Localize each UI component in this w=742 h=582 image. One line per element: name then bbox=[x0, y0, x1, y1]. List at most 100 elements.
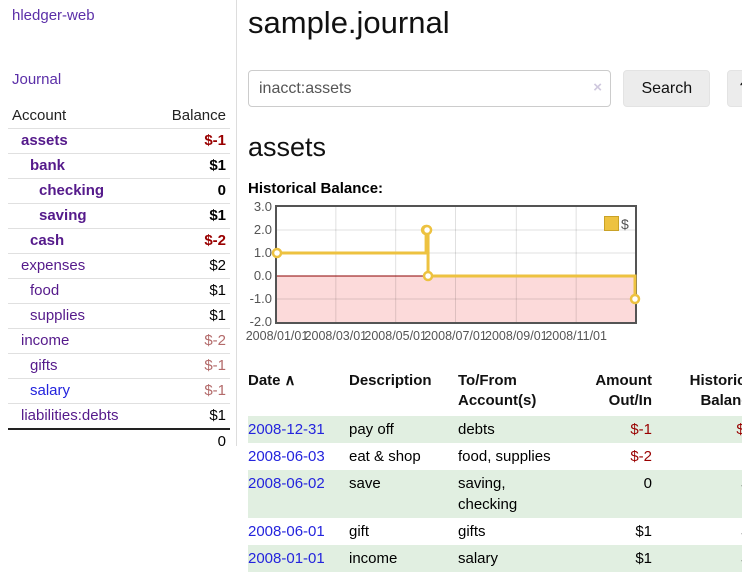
account-balance: $1 bbox=[209, 407, 226, 424]
account-balance: $-1 bbox=[204, 132, 226, 149]
transaction-accounts: salary bbox=[458, 550, 499, 567]
help-button[interactable]: ? bbox=[726, 70, 742, 107]
sort-by-date[interactable]: Date ∧ bbox=[248, 372, 296, 389]
register-table: Date ∧ Description To/From Account(s) Amo… bbox=[248, 365, 742, 572]
account-balance: $-2 bbox=[204, 232, 226, 249]
table-row: liabilities:debts $1 bbox=[8, 403, 230, 429]
transaction-description: gift bbox=[349, 523, 370, 540]
account-balance: $-2 bbox=[204, 332, 226, 349]
account-balance: $1 bbox=[209, 157, 226, 174]
register-row[interactable]: 2008-01-01 income salary $1 $1 bbox=[248, 545, 742, 572]
transaction-description: pay off bbox=[349, 421, 394, 438]
table-row: saving $1 bbox=[8, 203, 230, 229]
transaction-date-link[interactable]: 2008-12-31 bbox=[248, 421, 325, 438]
table-row: assets $-1 bbox=[8, 128, 230, 154]
account-balance: $-1 bbox=[204, 357, 226, 374]
search-button[interactable]: Search bbox=[623, 70, 711, 107]
account-balance: $1 bbox=[209, 282, 226, 299]
account-link-saving[interactable]: saving bbox=[39, 207, 87, 224]
table-row: gifts $-1 bbox=[8, 353, 230, 379]
transaction-description: income bbox=[349, 550, 398, 567]
transaction-accounts: saving, checking bbox=[458, 475, 518, 513]
transaction-balance: $2 bbox=[654, 470, 742, 518]
table-row: food $1 bbox=[8, 278, 230, 304]
transaction-description: save bbox=[349, 475, 381, 492]
accounts-total-value: 0 bbox=[217, 433, 226, 450]
transaction-amount: $1 bbox=[635, 550, 652, 567]
y-axis-tick-label: 1.0 bbox=[253, 245, 272, 260]
date-header-label: Date bbox=[248, 372, 281, 389]
x-axis-tick-label: 2008/03/01 bbox=[304, 329, 368, 343]
transaction-balance: $-1 bbox=[736, 421, 742, 438]
account-link-expenses[interactable]: expenses bbox=[21, 257, 86, 274]
register-row[interactable]: 2008-12-31 pay off debts $-1 $-1 bbox=[248, 416, 742, 443]
transaction-amount: $1 bbox=[635, 523, 652, 540]
search-input[interactable] bbox=[248, 70, 611, 107]
transaction-date-link[interactable]: 2008-06-02 bbox=[248, 475, 325, 492]
chart-legend: $ bbox=[604, 216, 629, 234]
chart-canvas bbox=[271, 207, 641, 322]
account-link-income[interactable]: income bbox=[21, 332, 70, 349]
transaction-balance: 0 bbox=[654, 443, 742, 470]
table-row: expenses $2 bbox=[8, 253, 230, 279]
transaction-amount: $-2 bbox=[630, 448, 652, 465]
account-link-assets[interactable]: assets bbox=[21, 132, 68, 149]
table-row: income $-2 bbox=[8, 328, 230, 354]
account-link-checking[interactable]: checking bbox=[39, 182, 105, 199]
y-axis-tick-label: -1.0 bbox=[249, 291, 272, 306]
register-header-date: Date ∧ bbox=[248, 365, 347, 416]
transaction-amount: $-1 bbox=[630, 421, 652, 438]
sort-asc-icon: ∧ bbox=[284, 372, 296, 389]
account-link-bank[interactable]: bank bbox=[30, 157, 66, 174]
x-axis-tick-label: 2008/05/01 bbox=[364, 329, 427, 343]
register-header-description: Description bbox=[349, 372, 432, 389]
clear-search-icon[interactable]: × bbox=[593, 79, 602, 96]
balance-chart: 3.0 2.0 1.0 0.0 -1.0 -2.0 2008/01/01 2008/03/0… bbox=[245, 199, 742, 351]
transaction-date-link[interactable]: 2008-01-01 bbox=[248, 550, 325, 567]
transaction-accounts: debts bbox=[458, 421, 495, 438]
x-axis-tick-label: 2008/09/01 bbox=[485, 329, 548, 343]
register-row[interactable]: 2008-06-03 eat & shop food, supplies $-2… bbox=[248, 443, 742, 470]
register-row[interactable]: 2008-06-01 gift gifts $1 $2 bbox=[248, 518, 742, 545]
account-balance: $1 bbox=[209, 207, 226, 224]
account-link-supplies[interactable]: supplies bbox=[30, 307, 86, 324]
x-axis-tick-label: 2008/11/01 bbox=[545, 329, 607, 343]
account-link-gifts[interactable]: gifts bbox=[30, 357, 58, 374]
x-axis-tick-label: 2008/07/01 bbox=[424, 329, 487, 343]
account-balance: $1 bbox=[209, 307, 226, 324]
legend-swatch-icon bbox=[604, 216, 619, 231]
main-content: sample.journal × Search ? assets Histori… bbox=[245, 0, 742, 572]
legend-label: $ bbox=[621, 216, 629, 232]
search-input-wrap: × bbox=[248, 70, 611, 107]
accounts-total-row: 0 bbox=[8, 428, 230, 454]
search-form: × Search ? bbox=[248, 70, 742, 107]
transaction-balance: $1 bbox=[654, 545, 742, 572]
account-link-cash[interactable]: cash bbox=[30, 232, 65, 249]
x-axis-tick-label: 2008/01/01 bbox=[245, 329, 309, 343]
register-header-balance: Historical Balance bbox=[689, 372, 742, 409]
accounts-header-balance: Balance bbox=[151, 105, 230, 129]
transaction-description: eat & shop bbox=[349, 448, 421, 465]
table-row: salary $-1 bbox=[8, 378, 230, 404]
transaction-date-link[interactable]: 2008-06-01 bbox=[248, 523, 325, 540]
y-axis-tick-label: -2.0 bbox=[249, 314, 272, 329]
y-axis-tick-label: 3.0 bbox=[253, 199, 272, 214]
account-link-liabilities-debts[interactable]: liabilities:debts bbox=[21, 407, 119, 424]
app-brand-link[interactable]: hledger-web bbox=[12, 7, 95, 24]
accounts-header-account: Account bbox=[8, 105, 152, 129]
account-link-salary[interactable]: salary bbox=[30, 382, 71, 399]
transaction-amount: 0 bbox=[643, 475, 652, 492]
register-row[interactable]: 2008-06-02 save saving, checking 0 $2 bbox=[248, 470, 742, 518]
y-axis-tick-label: 2.0 bbox=[253, 222, 272, 237]
transaction-accounts: gifts bbox=[458, 523, 486, 540]
account-balance: 0 bbox=[217, 182, 226, 199]
accounts-table-header: Account Balance bbox=[8, 105, 230, 129]
register-table-header: Date ∧ Description To/From Account(s) Amo… bbox=[248, 365, 742, 416]
account-link-food[interactable]: food bbox=[30, 282, 60, 299]
transaction-date-link[interactable]: 2008-06-03 bbox=[248, 448, 325, 465]
chart-plot-area bbox=[271, 205, 641, 324]
transaction-balance: $2 bbox=[654, 518, 742, 545]
chart-title: Historical Balance: bbox=[248, 180, 384, 197]
page-title: sample.journal bbox=[248, 5, 450, 40]
sidebar-item-journal[interactable]: Journal bbox=[12, 71, 62, 88]
